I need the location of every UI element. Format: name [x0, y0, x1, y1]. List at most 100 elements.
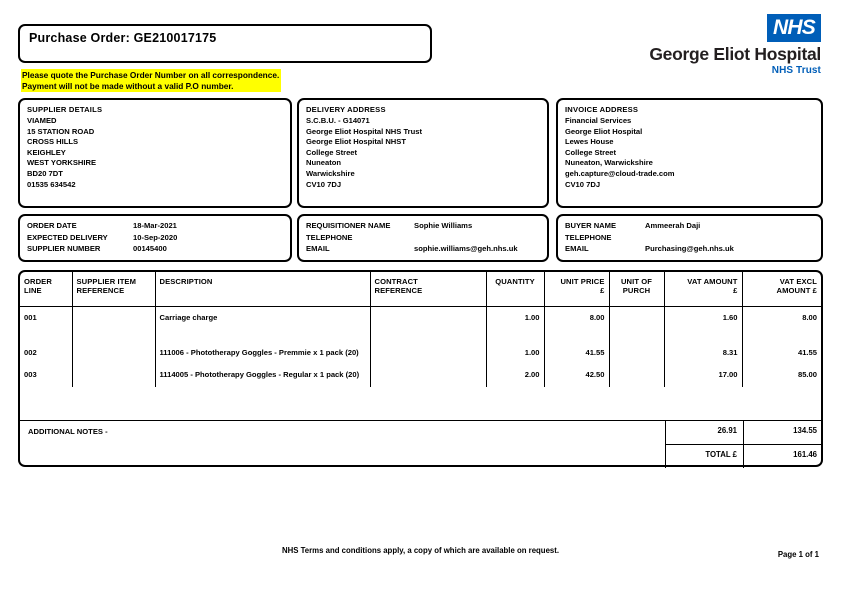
requisitioner-telephone-row: TELEPHONE: [306, 233, 541, 245]
cell-supplier-item-reference: [72, 341, 156, 364]
invoice-line: George Eliot Hospital: [565, 126, 643, 136]
expected-delivery-value: 10-Sep-2020: [133, 232, 178, 242]
cell-quantity: 1.00: [486, 341, 545, 364]
trust-subtitle: NHS Trust: [771, 65, 821, 76]
quote-po-number-notice: Please quote the Purchase Order Number o…: [21, 69, 282, 92]
requisitioner-telephone-label: TELEPHONE: [306, 232, 353, 242]
grand-total-value: 161.46: [793, 450, 817, 459]
invoice-email: geh.capture@cloud-trade.com: [565, 168, 675, 178]
header-supplier-item-reference: SUPPLIER ITEM REFERENCE: [72, 272, 156, 307]
buyer-telephone-row: TELEPHONE: [565, 233, 815, 245]
supplier-line: WEST YORKSHIRE: [27, 158, 97, 168]
table-header-row: ORDER LINE SUPPLIER ITEM REFERENCE DESCR…: [20, 272, 821, 307]
vat-total-value: 26.91: [717, 426, 737, 435]
delivery-postcode: CV10 7DJ: [306, 179, 342, 189]
invoice-address-title: INVOICE ADDRESS: [565, 105, 639, 114]
totals-row-divider: [665, 444, 823, 445]
cell-supplier-item-reference: [72, 306, 156, 330]
total-label: TOTAL £: [705, 450, 737, 459]
table-row: 002 111006 - Phototherapy Goggles - Prem…: [20, 341, 821, 364]
header-unit-price: UNIT PRICE £: [544, 272, 610, 307]
order-date-value: 18-Mar-2021: [133, 221, 177, 230]
requisitioner-email-row: EMAIL sophie.williams@geh.nhs.uk: [306, 244, 541, 256]
net-total-value: 134.55: [793, 426, 817, 435]
cell-unit-price: 42.50: [544, 364, 610, 387]
page-title: Purchase Order: GE210017175: [29, 31, 217, 45]
supplier-line: CROSS HILLS: [27, 137, 79, 147]
purchase-order-title-box: Purchase Order: GE210017175: [18, 24, 432, 63]
buyer-email-row: EMAIL Purchasing@geh.nhs.uk: [565, 244, 815, 256]
header-quantity: QUANTITY: [486, 272, 545, 307]
header-vat-excl-amount: VAT EXCL AMOUNT £: [742, 272, 821, 307]
requisitioner-name-value: Sophie Williams: [414, 221, 473, 230]
header-order-line: ORDER LINE: [20, 272, 73, 307]
buyer-email-label: EMAIL: [565, 244, 589, 254]
invoice-postcode: CV10 7DJ: [565, 179, 601, 189]
cell-quantity: 1.00: [486, 306, 545, 330]
requisitioner-name-label: REQUISITIONER NAME: [306, 221, 391, 230]
invoice-address-box: INVOICE ADDRESS Financial Services Georg…: [556, 98, 823, 208]
buyer-telephone-label: TELEPHONE: [565, 232, 612, 242]
cell-supplier-item-reference: [72, 364, 156, 387]
total-label-cell: TOTAL £: [665, 444, 744, 468]
footer-terms: NHS Terms and conditions apply, a copy o…: [282, 546, 559, 555]
order-date-row: ORDER DATE 18-Mar-2021: [27, 221, 284, 233]
buyer-name-value: Ammeerah Daji: [645, 221, 701, 230]
delivery-line: College Street: [306, 147, 358, 157]
cell-vat-excl-amount: 41.55: [797, 347, 817, 357]
notice-line-1: Please quote the Purchase Order Number o…: [22, 70, 280, 80]
totals-separator: [18, 420, 823, 421]
requisitioner-name-row: REQUISITIONER NAME Sophie Williams: [306, 221, 541, 233]
requisitioner-email-value: sophie.williams@geh.nhs.uk: [414, 244, 518, 254]
invoice-line: Financial Services: [565, 116, 632, 125]
header-vat-amount: VAT AMOUNT £: [664, 272, 743, 307]
cell-vat-excl-amount: 8.00: [802, 313, 817, 322]
supplier-line: 15 STATION ROAD: [27, 126, 95, 136]
invoice-line: College Street: [565, 147, 617, 157]
cell-order-line: 001: [20, 306, 73, 330]
grand-total-cell: 161.46: [744, 444, 823, 468]
expected-delivery-row: EXPECTED DELIVERY 10-Sep-2020: [27, 233, 284, 245]
cell-contract-reference: [370, 341, 487, 364]
supplier-number-value: 00145400: [133, 244, 167, 254]
supplier-number-row: SUPPLIER NUMBER 00145400: [27, 244, 284, 256]
cell-unit-of-purch: [609, 341, 665, 364]
cell-vat-excl-amount: 85.00: [797, 370, 817, 379]
header-contract-reference: CONTRACT REFERENCE: [370, 272, 487, 307]
supplier-line: KEIGHLEY: [27, 147, 66, 157]
supplier-phone: 01535 634542: [27, 179, 76, 189]
buyer-name-row: BUYER NAME Ammeerah Daji: [565, 221, 815, 233]
line-items-table: ORDER LINE SUPPLIER ITEM REFERENCE DESCR…: [18, 270, 823, 467]
delivery-line: George Eliot Hospital NHST: [306, 137, 406, 147]
supplier-details-box: SUPPLIER DETAILS VIAMED 15 STATION ROAD …: [18, 98, 292, 208]
header-description: DESCRIPTION: [155, 272, 371, 307]
nhs-branding: NHS George Eliot Hospital NHS Trust: [621, 14, 821, 76]
order-info-box: ORDER DATE 18-Mar-2021 EXPECTED DELIVERY…: [18, 214, 292, 262]
supplier-number-label: SUPPLIER NUMBER: [27, 244, 101, 254]
cell-order-line: 003: [20, 364, 73, 387]
order-date-label: ORDER DATE: [27, 221, 77, 230]
cell-unit-price: 8.00: [544, 306, 610, 330]
cell-unit-of-purch: [609, 364, 665, 387]
footer-page-number: Page 1 of 1: [777, 550, 819, 559]
cell-unit-of-purch: [609, 306, 665, 330]
cell-description: Carriage charge: [155, 306, 371, 330]
delivery-line: George Eliot Hospital NHS Trust: [306, 126, 423, 136]
delivery-line: S.C.B.U. - G14071: [306, 116, 370, 125]
cell-vat-amount: 1.60: [664, 306, 743, 330]
table-row: 003 1114005 - Phototherapy Goggles - Reg…: [20, 364, 821, 387]
cell-description: 1114005 - Phototherapy Goggles - Regular…: [155, 364, 371, 387]
notice-line-2: Payment will not be made without a valid…: [22, 80, 234, 91]
buyer-email-value: Purchasing@geh.nhs.uk: [645, 244, 734, 254]
cell-vat-amount: 17.00: [664, 364, 743, 387]
delivery-address-box: DELIVERY ADDRESS S.C.B.U. - G14071 Georg…: [297, 98, 549, 208]
table-row: 001 Carriage charge 1.00 8.00 1.60 8.00: [20, 306, 821, 330]
buyer-name-label: BUYER NAME: [565, 221, 617, 230]
table-row-spacer: [20, 329, 821, 342]
expected-delivery-label: EXPECTED DELIVERY: [27, 232, 108, 242]
invoice-line: Nuneaton, Warwickshire: [565, 158, 653, 168]
invoice-line: Lewes House: [565, 137, 614, 147]
cell-vat-amount: 8.31: [664, 341, 743, 364]
header-unit-of-purch: UNIT OF PURCH: [609, 272, 665, 307]
supplier-details-title: SUPPLIER DETAILS: [27, 105, 103, 114]
